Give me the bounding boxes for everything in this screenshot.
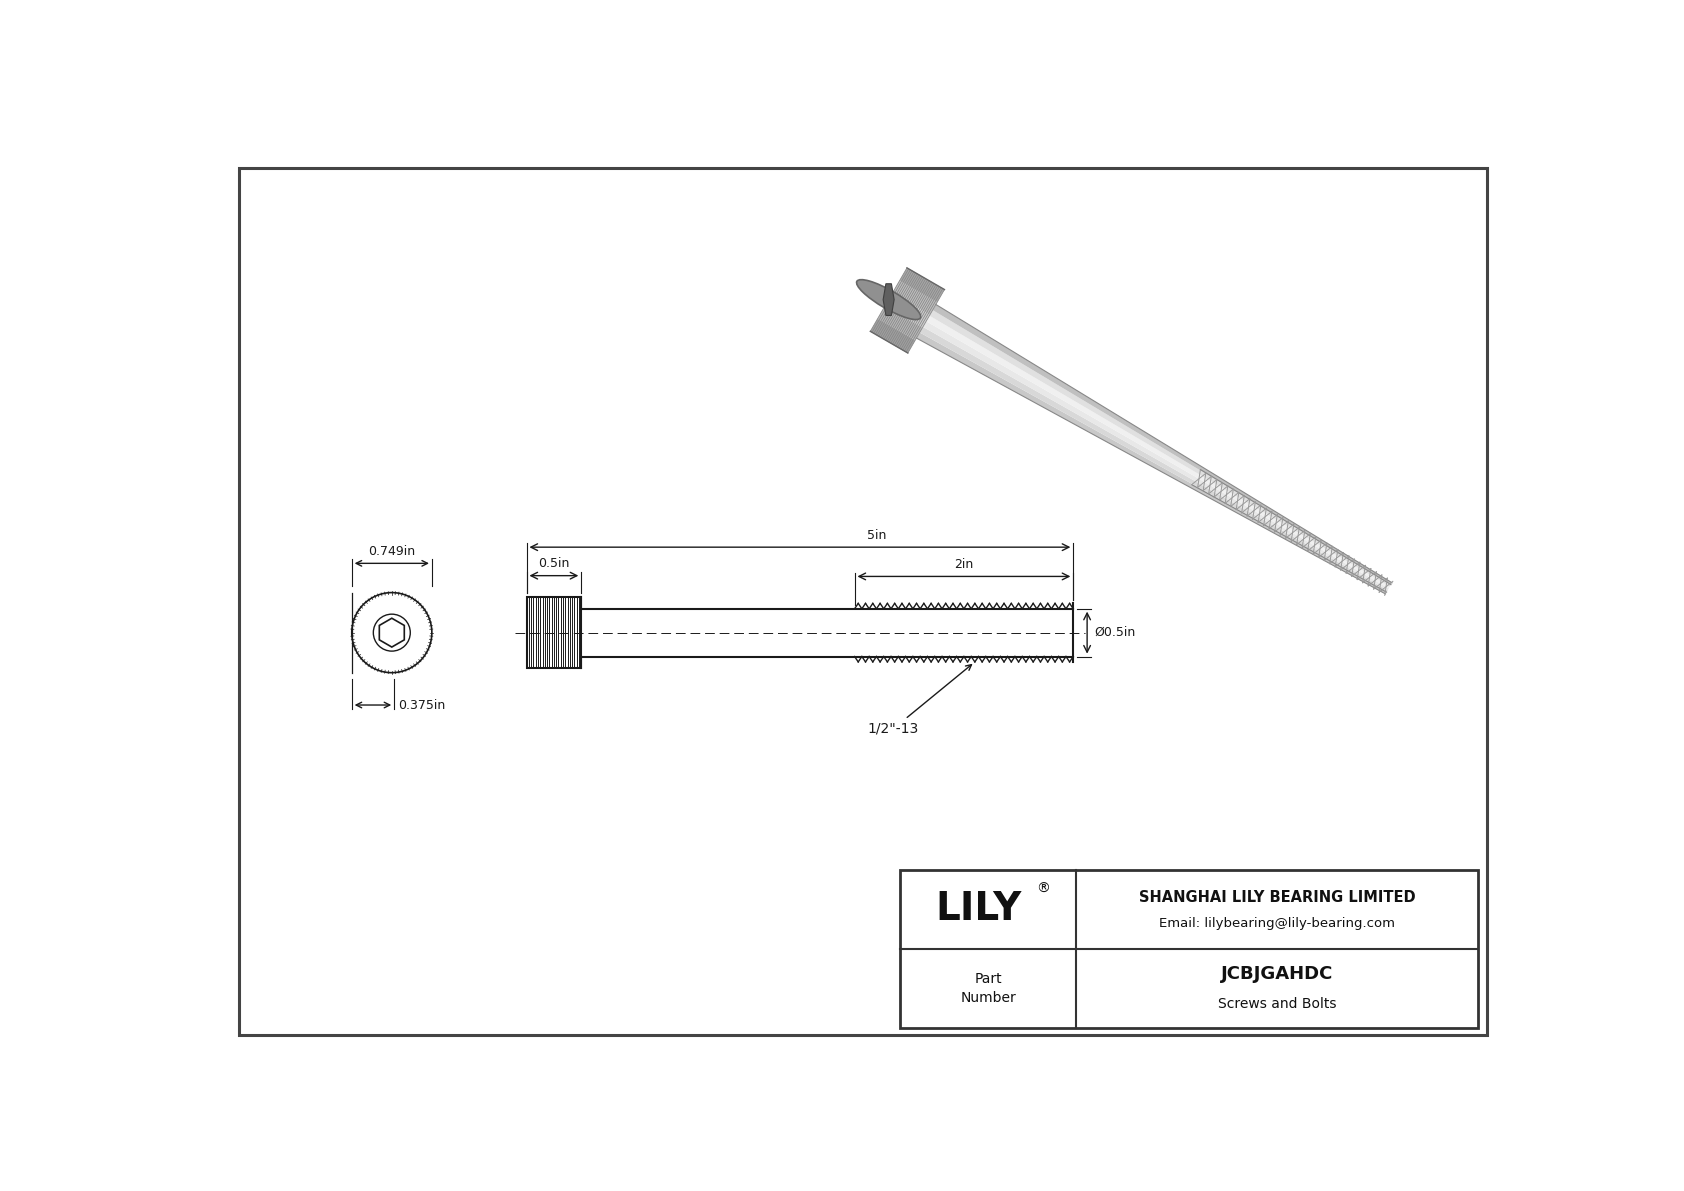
Polygon shape	[899, 268, 945, 303]
Polygon shape	[893, 281, 938, 314]
Polygon shape	[926, 316, 1389, 588]
Text: 5in: 5in	[867, 529, 886, 542]
Text: Part
Number: Part Number	[960, 972, 1015, 1005]
Polygon shape	[882, 283, 894, 316]
Text: 1/2"-13: 1/2"-13	[867, 665, 972, 736]
Text: Screws and Bolts: Screws and Bolts	[1218, 997, 1335, 1011]
Text: SHANGHAI LILY BEARING LIMITED: SHANGHAI LILY BEARING LIMITED	[1138, 890, 1415, 905]
Text: 0.749in: 0.749in	[369, 545, 416, 557]
Ellipse shape	[857, 280, 921, 319]
Polygon shape	[930, 310, 1391, 586]
Text: 0.375in: 0.375in	[397, 698, 445, 711]
Text: LILY: LILY	[936, 890, 1022, 928]
Polygon shape	[916, 332, 1386, 594]
Bar	[899, 869, 1477, 1028]
Text: 2in: 2in	[955, 559, 973, 570]
Polygon shape	[923, 322, 1389, 591]
Polygon shape	[871, 319, 914, 353]
Polygon shape	[919, 326, 1388, 592]
Text: JCBJGAHDC: JCBJGAHDC	[1221, 965, 1334, 984]
Text: 0.5in: 0.5in	[539, 557, 569, 570]
Polygon shape	[933, 305, 1393, 585]
Text: Email: lilybearing@lily-bearing.com: Email: lilybearing@lily-bearing.com	[1159, 917, 1394, 930]
Bar	[527, 597, 581, 668]
Text: ®: ®	[1037, 883, 1051, 896]
Polygon shape	[877, 306, 923, 341]
Text: Ø0.5in: Ø0.5in	[1095, 626, 1137, 640]
Polygon shape	[886, 293, 930, 328]
